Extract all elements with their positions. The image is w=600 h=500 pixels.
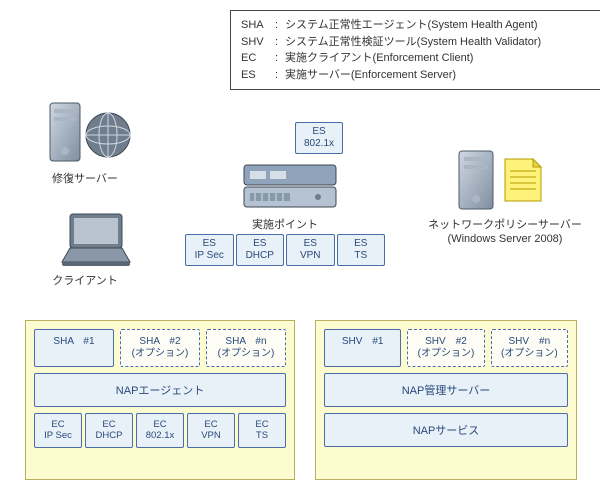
legend-row: SHA:システム正常性エージェント(System Health Agent) — [241, 17, 591, 34]
client-arch-panel: SHA #1SHA #2(オプション)SHA #n(オプション) NAPエージェ… — [25, 320, 295, 480]
shv-row: SHV #1SHV #2(オプション)SHV #n(オプション) — [324, 329, 568, 367]
sha-box: SHA #1 — [34, 329, 114, 367]
es-tag: ESTS — [337, 234, 386, 266]
repair-server-label: 修復サーバー — [30, 172, 140, 186]
client-laptop-icon — [56, 210, 136, 268]
nap-mgmt-box: NAP管理サーバー — [324, 373, 568, 407]
nps-server-icon — [455, 145, 545, 215]
ec-box: ECTS — [238, 413, 286, 448]
nap-service-box: NAPサービス — [324, 413, 568, 447]
es-tag: ESIP Sec — [185, 234, 234, 266]
sha-box: SHA #n(オプション) — [206, 329, 286, 367]
legend-row: EC:実施クライアント(Enforcement Client) — [241, 50, 591, 67]
es-8021x-tag: ES802.1x — [295, 122, 343, 154]
shv-box: SHV #1 — [324, 329, 401, 367]
legend-row: SHV:システム正常性検証ツール(System Health Validator… — [241, 34, 591, 51]
shv-box: SHV #n(オプション) — [491, 329, 568, 367]
nap-agent-box: NAPエージェント — [34, 373, 286, 407]
repair-server-icon — [48, 95, 138, 169]
legend-box: SHA:システム正常性エージェント(System Health Agent)SH… — [230, 10, 600, 90]
ec-box: ECIP Sec — [34, 413, 82, 448]
es-row: ESIP SecESDHCPESVPNESTS — [185, 234, 385, 266]
sha-row: SHA #1SHA #2(オプション)SHA #n(オプション) — [34, 329, 286, 367]
server-arch-panel: SHV #1SHV #2(オプション)SHV #n(オプション) NAP管理サー… — [315, 320, 577, 480]
legend-row: ES:実施サーバー(Enforcement Server) — [241, 67, 591, 84]
ec-row: ECIP SecECDHCPEC802.1xECVPNECTS — [34, 413, 286, 448]
es-tag: ESDHCP — [236, 234, 285, 266]
ec-box: ECVPN — [187, 413, 235, 448]
es-tag: ESVPN — [286, 234, 335, 266]
enforce-point-icon — [240, 155, 340, 215]
enforce-point-label: 実施ポイント — [225, 218, 345, 232]
client-label: クライアント — [35, 274, 135, 288]
sha-box: SHA #2(オプション) — [120, 329, 200, 367]
nps-label: ネットワークポリシーサーバー(Windows Server 2008) — [420, 218, 590, 247]
ec-box: EC802.1x — [136, 413, 184, 448]
ec-box: ECDHCP — [85, 413, 133, 448]
shv-box: SHV #2(オプション) — [407, 329, 484, 367]
